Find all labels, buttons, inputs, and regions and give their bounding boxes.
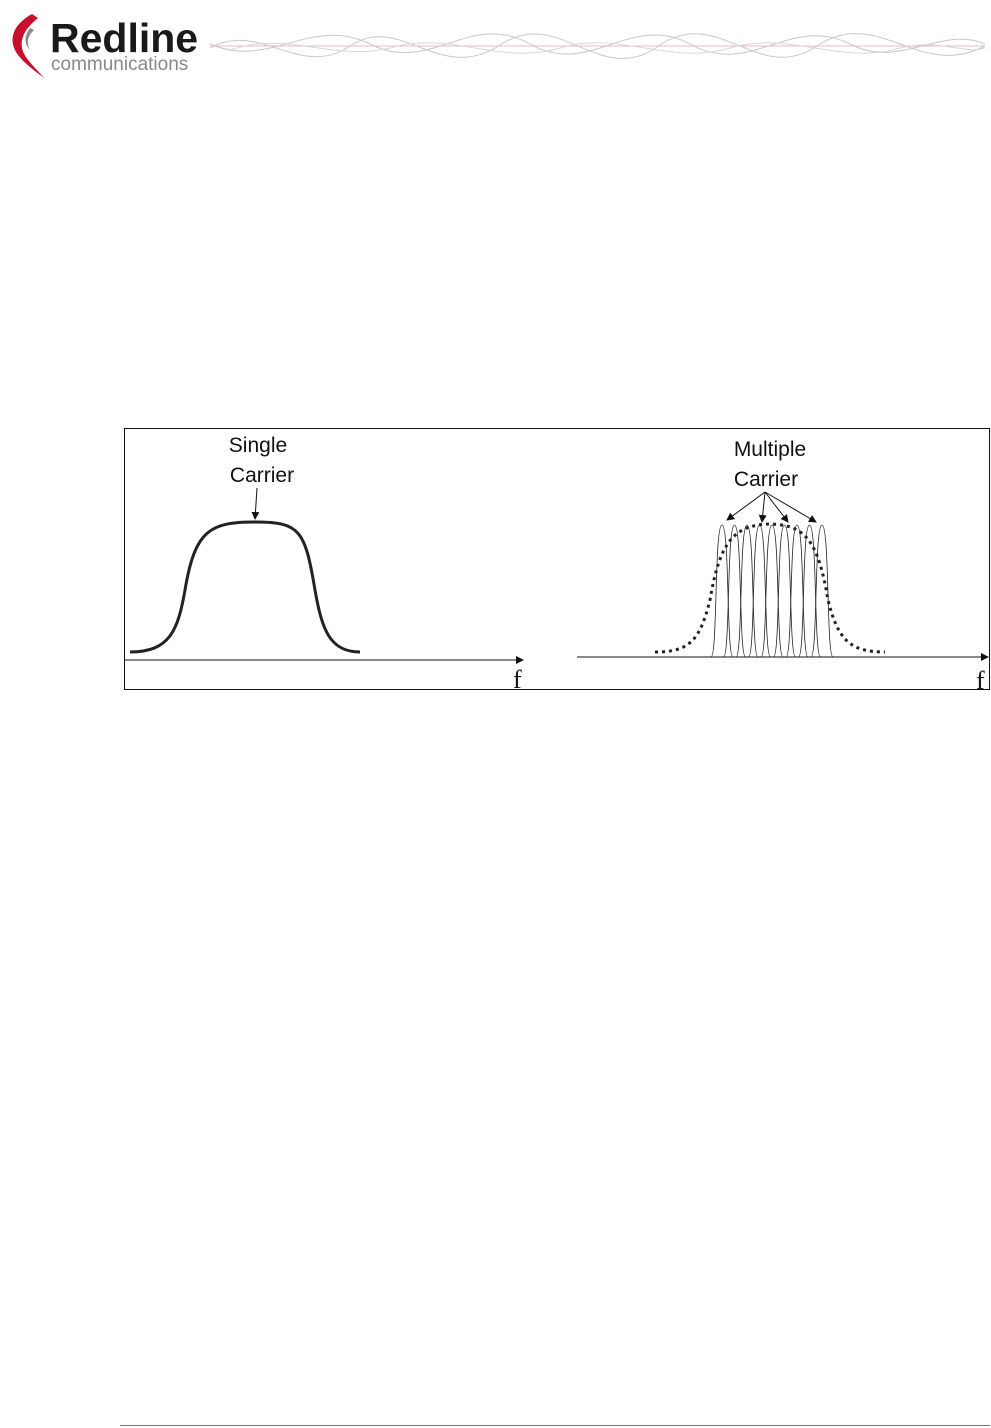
figure-frame — [124, 428, 990, 690]
right-label-line1: Multiple — [734, 438, 806, 461]
subcarrier-curve — [735, 524, 759, 658]
subcarrier-curve — [748, 524, 771, 658]
right-label-arrows — [726, 491, 817, 523]
subcarrier-curve — [773, 524, 796, 658]
right-label-line2: Carrier — [734, 468, 798, 491]
left-label-line1: Single — [229, 434, 287, 457]
figure: Single Carrier f Multiple Carrier f — [124, 428, 990, 695]
right-axis-label: f — [976, 666, 985, 695]
subcarrier-curve — [785, 524, 809, 658]
subcarrier-curve — [723, 524, 746, 658]
left-axis-label: f — [513, 665, 522, 694]
single-carrier-curve — [129, 520, 361, 654]
subcarriers — [710, 524, 834, 658]
header-waves — [209, 33, 986, 59]
envelope-curve — [654, 522, 886, 654]
subcarrier-curve — [760, 524, 784, 658]
tagline: communications — [51, 54, 188, 75]
left-label-line2: Carrier — [230, 464, 294, 487]
brand: Redline — [50, 15, 198, 61]
left-label-arrow — [251, 487, 260, 520]
subcarrier-curve — [798, 524, 821, 658]
header: Redline communications — [12, 14, 986, 78]
subcarrier-curve — [710, 524, 734, 658]
logo-mark-shade — [25, 28, 34, 50]
logo-mark — [12, 14, 44, 78]
subcarrier-curve — [810, 524, 834, 658]
